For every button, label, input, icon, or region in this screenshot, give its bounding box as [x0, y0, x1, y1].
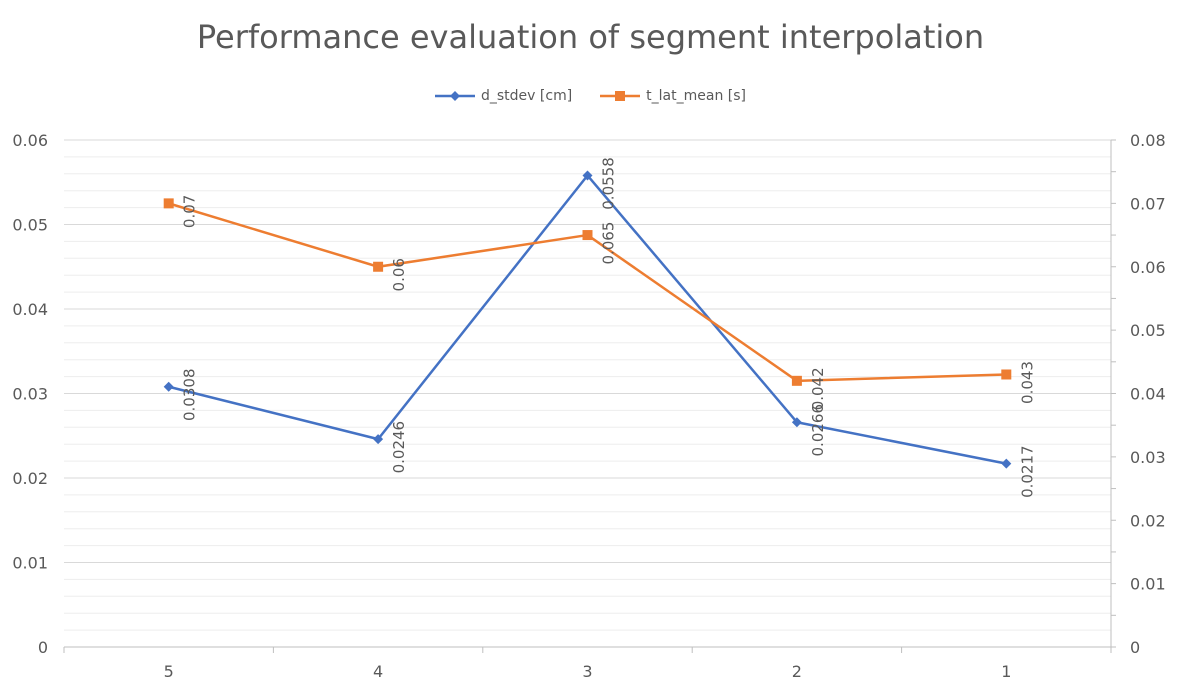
right-axis-tick-label: 0: [1130, 638, 1140, 657]
right-axis-tick-label: 0.03: [1130, 448, 1166, 467]
legend: d_stdev [cm] t_lat_mean [s]: [0, 88, 1181, 104]
data-label-t-lat-mean: 0.06: [390, 258, 408, 291]
legend-swatch-d-stdev: [435, 91, 475, 101]
left-axis-tick-label: 0.02: [12, 469, 48, 488]
right-axis-tick-label: 0.01: [1130, 575, 1166, 594]
data-label-d-stdev: 0.0558: [600, 157, 618, 210]
data-label-d-stdev: 0.0308: [181, 368, 199, 421]
data-point-d-stdev: [791, 417, 802, 428]
x-axis-tick-label: 1: [1001, 662, 1011, 681]
data-point-d-stdev: [373, 434, 384, 445]
data-point-t-lat-mean: [791, 375, 802, 386]
x-axis-tick-label: 5: [164, 662, 174, 681]
right-axis-tick-label: 0.04: [1130, 385, 1166, 404]
data-label-t-lat-mean: 0.07: [181, 195, 199, 228]
left-axis-tick-label: 0.03: [12, 385, 48, 404]
data-label-d-stdev: 0.0217: [1018, 445, 1036, 498]
data-point-t-lat-mean: [373, 261, 384, 272]
data-label-t-lat-mean: 0.042: [809, 367, 827, 410]
data-point-t-lat-mean: [163, 198, 174, 209]
data-point-d-stdev: [1001, 458, 1012, 469]
left-axis-tick-label: 0.05: [12, 216, 48, 235]
left-axis-tick-label: 0.01: [12, 554, 48, 573]
left-axis-tick-label: 0.04: [12, 300, 48, 319]
data-label-d-stdev: 0.0266: [809, 404, 827, 457]
x-axis-tick-label: 4: [373, 662, 383, 681]
data-point-t-lat-mean: [1001, 369, 1012, 380]
legend-label-d-stdev: d_stdev [cm]: [481, 88, 573, 104]
right-axis-tick-label: 0.07: [1130, 194, 1166, 213]
data-point-d-stdev: [163, 381, 174, 392]
data-point-d-stdev: [582, 170, 593, 181]
left-axis-tick-label: 0: [38, 638, 48, 657]
x-axis-tick-label: 2: [792, 662, 802, 681]
legend-item-t-lat-mean[interactable]: t_lat_mean [s]: [600, 88, 746, 104]
chart-title: Performance evaluation of segment interp…: [196, 18, 985, 56]
right-axis-tick-label: 0.08: [1130, 131, 1166, 150]
legend-item-d-stdev[interactable]: d_stdev [cm]: [435, 88, 572, 104]
data-point-t-lat-mean: [582, 230, 593, 241]
series-line-d-stdev: [168, 174, 1007, 465]
legend-swatch-t-lat-mean: [600, 91, 641, 101]
data-label-d-stdev: 0.0246: [390, 421, 408, 474]
right-axis-tick-label: 0.02: [1130, 511, 1166, 530]
left-axis-tick-label: 0.06: [12, 131, 48, 150]
right-axis-tick-label: 0.06: [1130, 258, 1166, 277]
legend-label-t-lat-mean: t_lat_mean [s]: [646, 88, 746, 104]
right-axis-tick-label: 0.05: [1130, 321, 1166, 340]
x-axis-tick-label: 3: [582, 662, 592, 681]
data-label-t-lat-mean: 0.043: [1018, 361, 1036, 404]
data-label-t-lat-mean: 0.065: [600, 222, 618, 265]
